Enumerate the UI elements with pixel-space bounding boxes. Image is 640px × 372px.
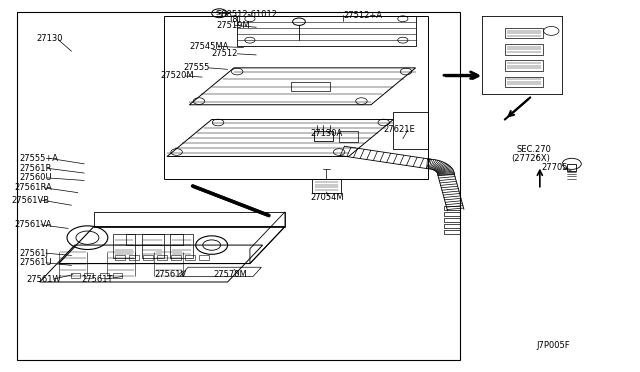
Bar <box>444 206 460 210</box>
Bar <box>17 13 460 359</box>
Text: 27512+A: 27512+A <box>343 11 382 20</box>
Bar <box>157 255 167 260</box>
Text: 27705: 27705 <box>541 163 568 172</box>
Text: J7P005F: J7P005F <box>537 341 570 350</box>
Bar <box>312 179 341 193</box>
Bar <box>567 164 576 171</box>
Bar <box>444 230 460 234</box>
Text: 27561W: 27561W <box>27 275 61 283</box>
Bar <box>199 255 209 260</box>
Text: SEC.270: SEC.270 <box>516 145 551 154</box>
Bar <box>84 273 93 278</box>
Text: 27545MA: 27545MA <box>189 42 228 51</box>
Bar <box>505 28 543 38</box>
Text: 27561J: 27561J <box>19 249 48 258</box>
Bar <box>100 273 109 278</box>
Text: 27520M: 27520M <box>161 71 195 80</box>
Text: S: S <box>215 10 220 16</box>
Text: 27621E: 27621E <box>384 125 415 134</box>
Text: S08512-61012: S08512-61012 <box>217 10 278 19</box>
Text: 27130: 27130 <box>36 34 63 43</box>
Bar <box>444 218 460 222</box>
Bar <box>113 234 135 258</box>
Bar <box>171 255 181 260</box>
Text: 27512: 27512 <box>212 49 238 58</box>
Bar <box>314 131 333 141</box>
Text: 27561RA: 27561RA <box>14 183 52 192</box>
Bar <box>72 273 81 278</box>
Bar <box>185 255 195 260</box>
Bar <box>444 224 460 228</box>
Bar <box>505 44 543 55</box>
Text: 27555: 27555 <box>183 63 209 72</box>
Bar <box>339 131 358 142</box>
Text: 27130A: 27130A <box>310 129 342 138</box>
Text: 27561U: 27561U <box>19 258 52 267</box>
Bar <box>170 234 193 258</box>
Text: (8): (8) <box>230 15 241 24</box>
Bar <box>291 81 330 91</box>
Text: 27519M: 27519M <box>217 21 250 30</box>
Text: 27561VB: 27561VB <box>12 196 50 205</box>
Bar <box>164 16 428 179</box>
Bar <box>505 77 543 87</box>
Bar <box>505 61 543 71</box>
Bar <box>113 273 122 278</box>
Text: 27054M: 27054M <box>310 193 344 202</box>
Bar <box>141 234 164 258</box>
Text: 27555+A: 27555+A <box>19 154 58 163</box>
Bar <box>444 212 460 216</box>
Bar <box>143 255 153 260</box>
Bar <box>115 255 125 260</box>
Bar <box>129 255 139 260</box>
Text: 27560U: 27560U <box>19 173 52 182</box>
Text: 27570M: 27570M <box>213 270 246 279</box>
Text: 27561VA: 27561VA <box>14 220 52 229</box>
Text: 27561V: 27561V <box>154 270 187 279</box>
Bar <box>125 234 183 245</box>
Text: 27561T: 27561T <box>81 275 113 283</box>
Text: (27726X): (27726X) <box>511 154 550 163</box>
Text: 27561R: 27561R <box>19 164 52 173</box>
